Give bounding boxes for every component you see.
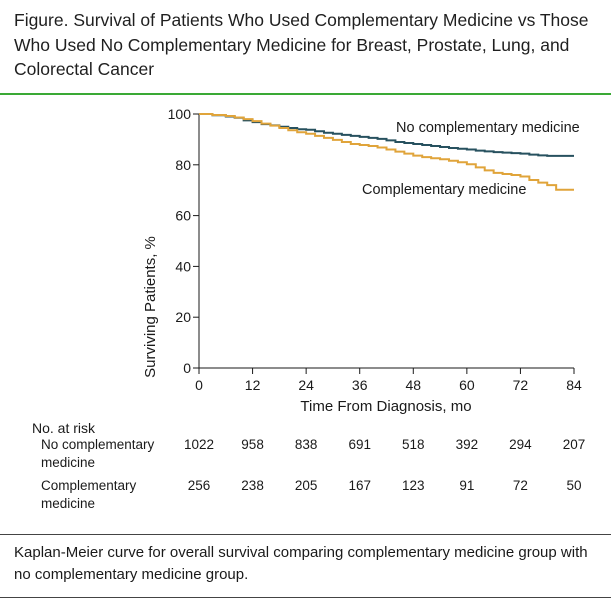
- risk-value: 256: [187, 478, 211, 493]
- y-ticks: 0 20 40 60 80 100: [168, 106, 199, 376]
- x-tick-label: 84: [566, 377, 582, 393]
- risk-value: 123: [402, 478, 425, 493]
- y-tick-label: 0: [183, 360, 191, 376]
- risk-value: 72: [512, 478, 528, 493]
- series-lines: [199, 113, 574, 191]
- risk-value: 958: [241, 437, 264, 452]
- y-tick-label: 80: [175, 157, 191, 173]
- risk-value: 205: [294, 478, 318, 493]
- risk-value: 518: [402, 437, 425, 452]
- series-label-complementary-medicine: Complementary medicine: [362, 182, 526, 198]
- y-tick-label: 60: [175, 208, 191, 224]
- risk-value: 91: [459, 478, 475, 493]
- x-tick-label: 12: [245, 377, 261, 393]
- risk-value: 167: [348, 478, 371, 493]
- risk-value: 392: [455, 437, 479, 452]
- risk-value: 838: [294, 437, 318, 452]
- chart-axes: [198, 114, 574, 369]
- x-axis-label: Time From Diagnosis, mo: [300, 398, 471, 415]
- y-tick-label: 20: [175, 309, 191, 325]
- survival-chart: 0 20 40 60 80 100 0 12 24 36 48 60 72 84 Surviving P…: [142, 106, 582, 415]
- series-line-complementary-medicine: [199, 113, 574, 191]
- x-tick-label: 72: [513, 377, 529, 393]
- x-tick-label: 24: [298, 377, 314, 393]
- y-axis-label: Surviving Patients, %: [142, 236, 159, 378]
- risk-row-label-line: medicine: [41, 496, 96, 511]
- y-tick-label: 100: [168, 106, 192, 122]
- risk-value: 238: [241, 478, 264, 493]
- x-tick-label: 36: [352, 377, 368, 393]
- risk-row-label-cm: Complementary medicine: [41, 477, 181, 513]
- x-ticks: 0 12 24 36 48 60 72 84: [195, 368, 582, 393]
- risk-value: 294: [509, 437, 532, 452]
- risk-table-title: No. at risk: [32, 420, 96, 436]
- series-label-no-complementary-medicine: No complementary medicine: [396, 120, 580, 136]
- risk-value: 691: [348, 437, 371, 452]
- risk-value: 1022: [183, 437, 215, 452]
- risk-value: 50: [566, 478, 582, 493]
- risk-row-label-line: medicine: [41, 455, 96, 470]
- caption-divider: [0, 534, 611, 535]
- bottom-divider: [0, 597, 611, 598]
- figure-title: Figure. Survival of Patients Who Used Co…: [14, 10, 589, 79]
- title-divider: [0, 93, 611, 95]
- risk-row-label-line: No complementary: [41, 437, 155, 452]
- risk-row-label-line: Complementary: [41, 478, 137, 493]
- risk-row-label-no-cm: No complementary medicine: [41, 436, 181, 472]
- risk-value: 207: [562, 437, 586, 452]
- x-tick-label: 0: [195, 377, 203, 393]
- figure-caption: Kaplan-Meier curve for overall survival …: [14, 544, 588, 583]
- x-tick-label: 48: [405, 377, 421, 393]
- y-tick-label: 40: [175, 258, 191, 274]
- x-tick-label: 60: [459, 377, 475, 393]
